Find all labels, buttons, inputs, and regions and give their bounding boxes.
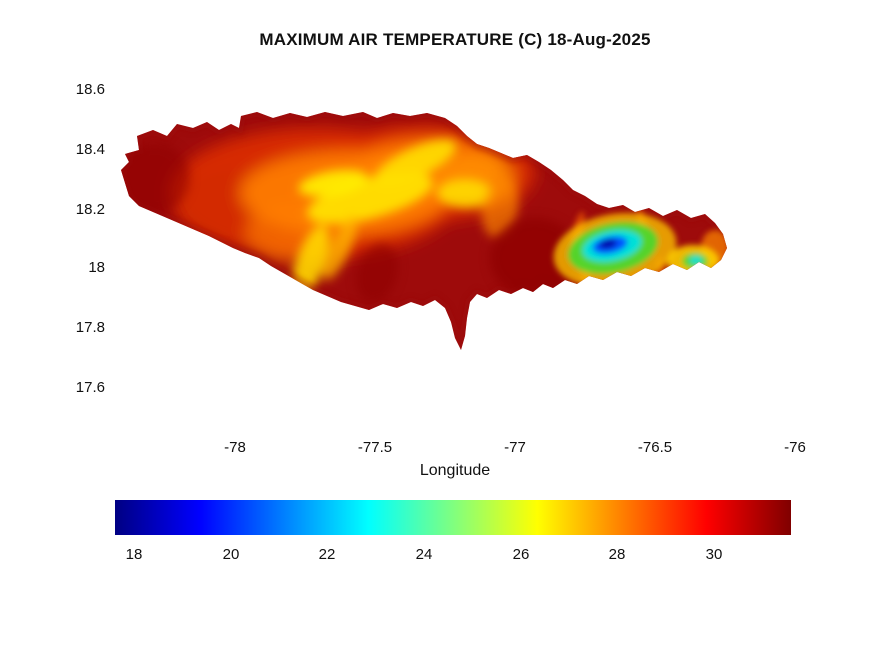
colorbar-tick-label: 30 — [705, 546, 723, 563]
colorbar — [115, 500, 791, 535]
x-axis-label: Longitude — [419, 462, 491, 479]
colorbar-tick-label: 28 — [608, 546, 626, 563]
jamaica-temperature-map — [121, 112, 727, 350]
colorbar-tick-label: 22 — [318, 546, 336, 563]
plot-title: MAXIMUM AIR TEMPERATURE (C) 18-Aug-2025 — [259, 30, 651, 49]
x-tick-label: -77.5 — [357, 439, 393, 456]
colorbar-tick-label: 20 — [222, 546, 240, 563]
x-tick-label: -76 — [784, 439, 806, 456]
x-tick-label: -78 — [224, 439, 246, 456]
temperature-field — [121, 112, 727, 350]
y-tick-label: 17.8 — [75, 319, 105, 336]
x-tick-label: -77 — [504, 439, 526, 456]
y-tick-label: 18.2 — [75, 201, 105, 218]
y-tick-label: 18.6 — [75, 81, 105, 98]
y-tick-label: 18.4 — [75, 141, 105, 158]
y-tick-label: 18 — [88, 259, 105, 276]
x-tick-label: -76.5 — [637, 439, 673, 456]
y-tick-label: 17.6 — [75, 379, 105, 396]
temperature-map-plot — [115, 58, 795, 420]
colorbar-tick-label: 18 — [125, 546, 143, 563]
colorbar-tick-label: 26 — [512, 546, 530, 563]
colorbar-tick-label: 24 — [415, 546, 433, 563]
